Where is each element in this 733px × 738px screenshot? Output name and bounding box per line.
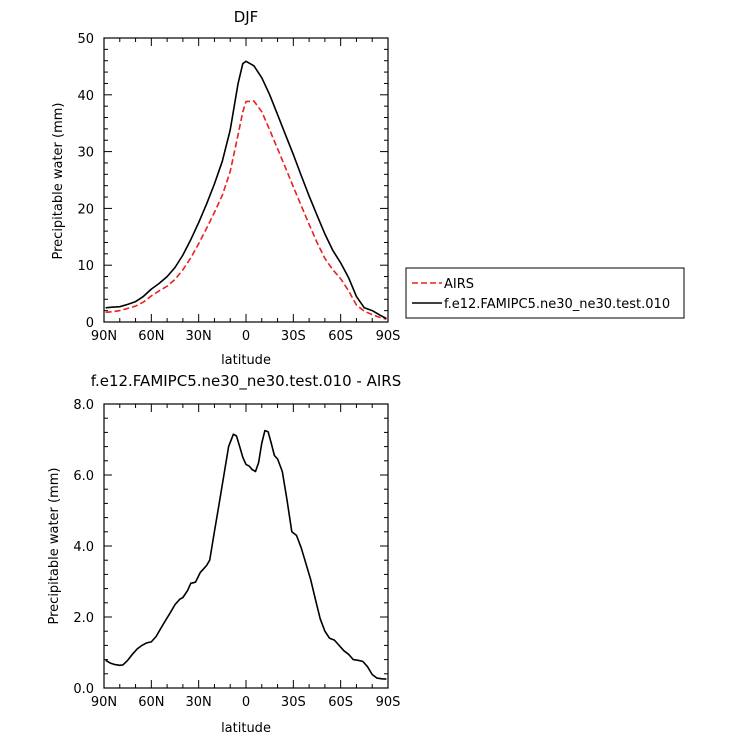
top-y-tick-label: 20 [77, 202, 94, 217]
bottom-x-tick-label: 60S [328, 695, 353, 710]
top-y-tick-label: 10 [77, 259, 94, 274]
bottom-x-tick-label: 60N [138, 695, 164, 710]
bottom-y-tick-label: 4.0 [73, 540, 94, 555]
bottom-x-tick-label: 90N [91, 695, 117, 710]
top-series-line-1 [105, 60, 387, 320]
bottom-y-tick-label: 8.0 [73, 398, 94, 413]
bottom-panel: f.e12.FAMIPC5.ne30_ne30.test.010 - AIRS … [47, 372, 401, 736]
bottom-y-tick-label: 2.0 [73, 611, 94, 626]
legend-label-airs: AIRS [444, 277, 474, 292]
top-series-line-0 [105, 100, 387, 320]
top-panel: DJF 90N 60N 30N 0 30S 60S 90S 0 10 20 30 40 50 lati… [51, 8, 400, 368]
top-plot-frame [103, 37, 389, 323]
top-x-tick-label: 30S [281, 329, 306, 344]
bottom-series-line-0 [105, 429, 387, 680]
legend-label-model: f.e12.FAMIPC5.ne30_ne30.test.010 [444, 297, 670, 312]
top-y-tick-label: 0 [86, 316, 94, 331]
top-x-tick-label: 60S [328, 329, 353, 344]
top-x-tick-label: 60N [138, 329, 164, 344]
top-y-tick-label: 40 [77, 89, 94, 104]
bottom-chart-title: f.e12.FAMIPC5.ne30_ne30.test.010 - AIRS [91, 372, 401, 391]
top-y-axis-label: Precipitable water (mm) [51, 103, 66, 260]
bottom-y-axis-label: Precipitable water (mm) [47, 468, 62, 625]
bottom-plot-frame [103, 403, 389, 689]
legend: AIRS f.e12.FAMIPC5.ne30_ne30.test.010 [405, 267, 685, 319]
top-x-tick-label: 0 [242, 329, 250, 344]
top-x-tick-label: 90N [91, 329, 117, 344]
top-x-axis-label: latitude [221, 353, 271, 368]
bottom-x-tick-label: 30N [186, 695, 212, 710]
bottom-x-tick-label: 90S [376, 695, 401, 710]
bottom-x-tick-label: 30S [281, 695, 306, 710]
top-y-tick-label: 50 [77, 32, 94, 47]
top-x-tick-label: 30N [186, 329, 212, 344]
legend-box [405, 267, 685, 319]
bottom-x-tick-label: 0 [242, 695, 250, 710]
top-y-tick-label: 30 [77, 146, 94, 161]
bottom-x-axis-label: latitude [221, 721, 271, 736]
top-chart-title: DJF [234, 8, 259, 26]
bottom-y-tick-label: 6.0 [73, 469, 94, 484]
top-x-tick-label: 90S [376, 329, 401, 344]
bottom-y-tick-label: 0.0 [73, 682, 94, 697]
